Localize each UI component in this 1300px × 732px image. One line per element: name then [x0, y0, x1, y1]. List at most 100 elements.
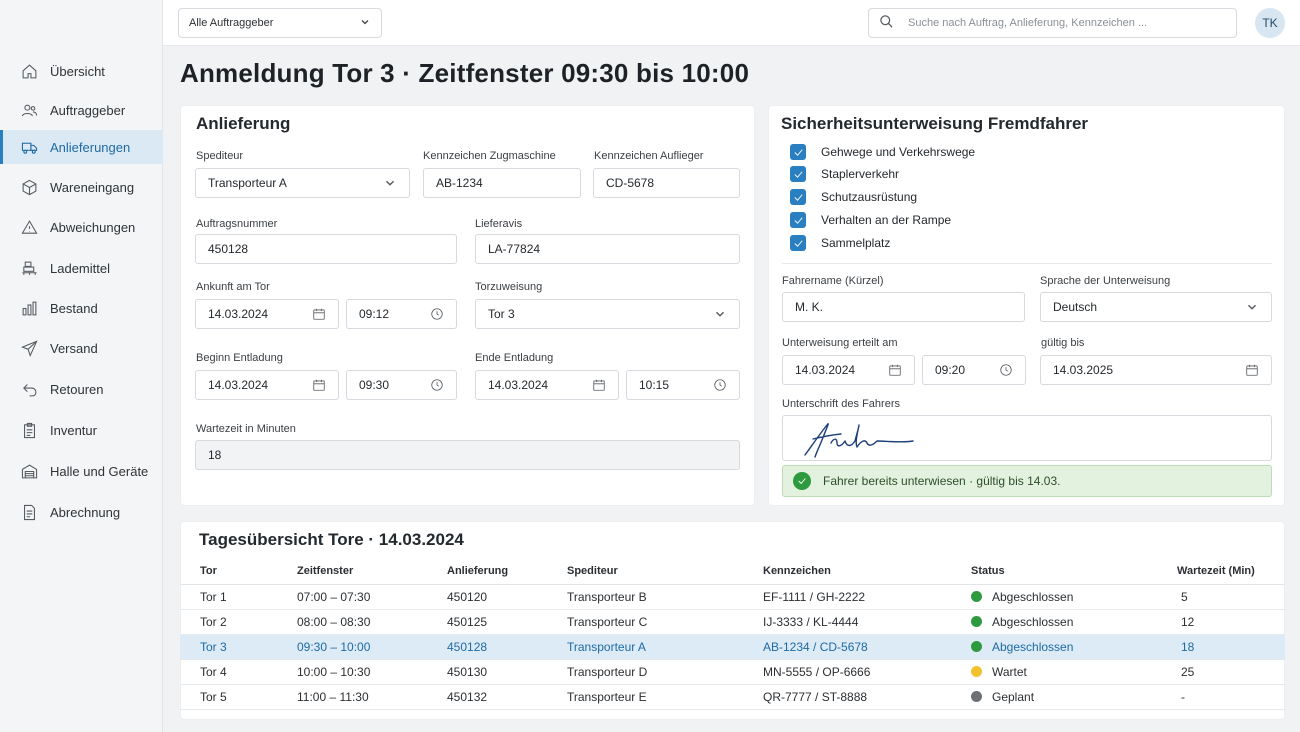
sidebar-item-label: Auftraggeber: [50, 102, 126, 118]
door-assignment-value: Tor 3: [488, 307, 515, 321]
unload-end-label: Ende Entladung: [475, 352, 554, 364]
check-forklift[interactable]: Staplerverkehr: [790, 165, 899, 183]
sidebar-item-abweichungen[interactable]: Abweichungen: [0, 210, 163, 244]
user-avatar[interactable]: TK: [1255, 8, 1285, 38]
checkbox-checked[interactable]: [790, 212, 806, 228]
carrier-value: Transporteur A: [208, 176, 287, 190]
column-header: Anlieferung: [427, 559, 547, 585]
door-cell: Tor 1: [180, 584, 277, 610]
sidebar-item-label: Inventur: [50, 422, 97, 438]
sidebar-item-versand[interactable]: Versand: [0, 331, 163, 365]
plate-trailer-field[interactable]: CD-5678: [593, 168, 740, 198]
briefing-status-text: Fahrer bereits unterwiesen · gültig bis …: [823, 474, 1061, 488]
driver-name-field[interactable]: M. K.: [782, 292, 1025, 322]
bar-chart-icon: [20, 299, 38, 317]
calendar-icon[interactable]: [1245, 363, 1259, 377]
checkbox-checked[interactable]: [790, 189, 806, 205]
table-row[interactable]: Tor 1 07:00 – 07:30 450120 Transporteur B EF…: [180, 584, 1285, 610]
door-assignment-select[interactable]: Tor 3: [475, 299, 740, 329]
column-header: Tor: [180, 559, 277, 585]
sidebar-item-halle-und-geraete[interactable]: Halle und Geräte: [0, 454, 163, 488]
table-row[interactable]: Tor 3 09:30 – 10:00 450128 Transporteur A AB…: [180, 634, 1285, 660]
status-text: Wartet: [992, 664, 1027, 679]
sidebar-item-label: Bestand: [50, 300, 98, 316]
sidebar-item-inventur[interactable]: Inventur: [0, 413, 163, 447]
clock-icon[interactable]: [430, 378, 444, 392]
sidebar-item-wareneingang[interactable]: Wareneingang: [0, 170, 163, 204]
checkbox-checked[interactable]: [790, 235, 806, 251]
sidebar-item-anlieferungen[interactable]: Anlieferungen: [0, 130, 163, 164]
column-header: Wartezeit (Min): [1157, 559, 1285, 585]
clock-icon[interactable]: [430, 307, 444, 321]
table-row[interactable]: Tor 2 08:00 – 08:30 450125 Transporteur C IJ…: [180, 609, 1285, 635]
arrival-time-field[interactable]: 09:12: [346, 299, 457, 329]
briefing-issued-label: Unterweisung erteilt am: [782, 337, 898, 349]
table-row[interactable]: Tor 5 11:00 – 11:30 450132 Transporteur E QR…: [180, 684, 1285, 710]
column-header: Status: [951, 559, 1157, 585]
valid-until-value: 14.03.2025: [1053, 363, 1114, 377]
search-input[interactable]: [908, 17, 1226, 29]
check-protective-gear[interactable]: Schutzausrüstung: [790, 188, 917, 206]
plate-tractor-field[interactable]: AB-1234: [423, 168, 581, 198]
sidebar-item-label: Abrechnung: [50, 504, 121, 520]
warehouse-icon: [20, 462, 38, 480]
calendar-icon[interactable]: [312, 307, 326, 321]
order-number-field[interactable]: 450128: [195, 234, 457, 264]
status-dot-icon: [971, 690, 982, 702]
box-icon: [20, 178, 38, 196]
checkbox-checked[interactable]: [790, 144, 806, 160]
wait-time-cell: 18: [1157, 634, 1285, 660]
unload-start-date-field[interactable]: 14.03.2024: [195, 370, 339, 400]
carrier-select[interactable]: Transporteur A: [195, 168, 410, 198]
sidebar-item-abrechnung[interactable]: Abrechnung: [0, 495, 163, 529]
check-assembly-point[interactable]: Sammelplatz: [790, 234, 890, 252]
valid-until-field[interactable]: 14.03.2025: [1040, 355, 1272, 385]
calendar-icon[interactable]: [592, 378, 606, 392]
users-icon: [20, 101, 38, 119]
calendar-icon[interactable]: [312, 378, 326, 392]
arrival-label: Ankunft am Tor: [196, 281, 270, 293]
sidebar-item-label: Übersicht: [50, 63, 105, 79]
sidebar-item-label: Wareneingang: [50, 179, 135, 195]
time-slot-cell: 09:30 – 10:00: [277, 634, 427, 660]
plates-cell: QR-7777 / ST-8888: [743, 684, 951, 710]
arrival-time-value: 09:12: [359, 307, 390, 321]
checkbox-checked[interactable]: [790, 166, 806, 182]
briefing-issued-date-field[interactable]: 14.03.2024: [782, 355, 915, 385]
status-text: Abgeschlossen: [992, 639, 1074, 654]
sidebar-item-uebersicht[interactable]: Übersicht: [0, 54, 163, 88]
check-ramp-behavior[interactable]: Verhalten an der Rampe: [790, 211, 951, 229]
sidebar: Übersicht Auftraggeber Anlieferungen War…: [0, 0, 163, 732]
arrival-date-field[interactable]: 14.03.2024: [195, 299, 339, 329]
sidebar-item-auftraggeber[interactable]: Auftraggeber: [0, 93, 163, 127]
calendar-icon[interactable]: [888, 363, 902, 377]
clock-icon[interactable]: [999, 363, 1013, 377]
carrier-cell: Transporteur B: [547, 584, 743, 610]
sidebar-item-label: Versand: [50, 340, 98, 356]
warning-icon: [20, 218, 38, 236]
delivery-notice-field[interactable]: LA-77824: [475, 234, 740, 264]
client-select[interactable]: Alle Auftraggeber: [178, 8, 382, 38]
table-row[interactable]: Tor 4 10:00 – 10:30 450130 Transporteur D MN…: [180, 659, 1285, 685]
check-label: Staplerverkehr: [821, 167, 900, 181]
clock-icon[interactable]: [713, 378, 727, 392]
briefing-language-value: Deutsch: [1053, 300, 1098, 314]
briefing-issued-time-field[interactable]: 09:20: [922, 355, 1026, 385]
sidebar-item-lademittel[interactable]: Lademittel: [0, 251, 163, 285]
signature-pad[interactable]: [782, 415, 1272, 461]
plates-cell: EF-1111 / GH-2222: [743, 584, 951, 610]
sidebar-item-label: Halle und Geräte: [50, 463, 149, 479]
sidebar-item-bestand[interactable]: Bestand: [0, 291, 163, 325]
briefing-language-select[interactable]: Deutsch: [1040, 292, 1272, 322]
unload-end-date-field[interactable]: 14.03.2024: [475, 370, 619, 400]
status-dot-icon: [971, 640, 982, 652]
check-walkways[interactable]: Gehwege und Verkehrswege: [790, 143, 975, 161]
unload-start-time-field[interactable]: 09:30: [346, 370, 457, 400]
briefing-status-note: Fahrer bereits unterwiesen · gültig bis …: [782, 465, 1272, 497]
unload-start-label: Beginn Entladung: [196, 352, 283, 364]
status-text: Abgeschlossen: [992, 614, 1074, 629]
sidebar-item-retouren[interactable]: Retouren: [0, 372, 163, 406]
sidebar-item-label: Retouren: [50, 381, 104, 397]
unload-end-time-field[interactable]: 10:15: [626, 370, 740, 400]
plates-cell: MN-5555 / OP-6666: [743, 659, 951, 685]
